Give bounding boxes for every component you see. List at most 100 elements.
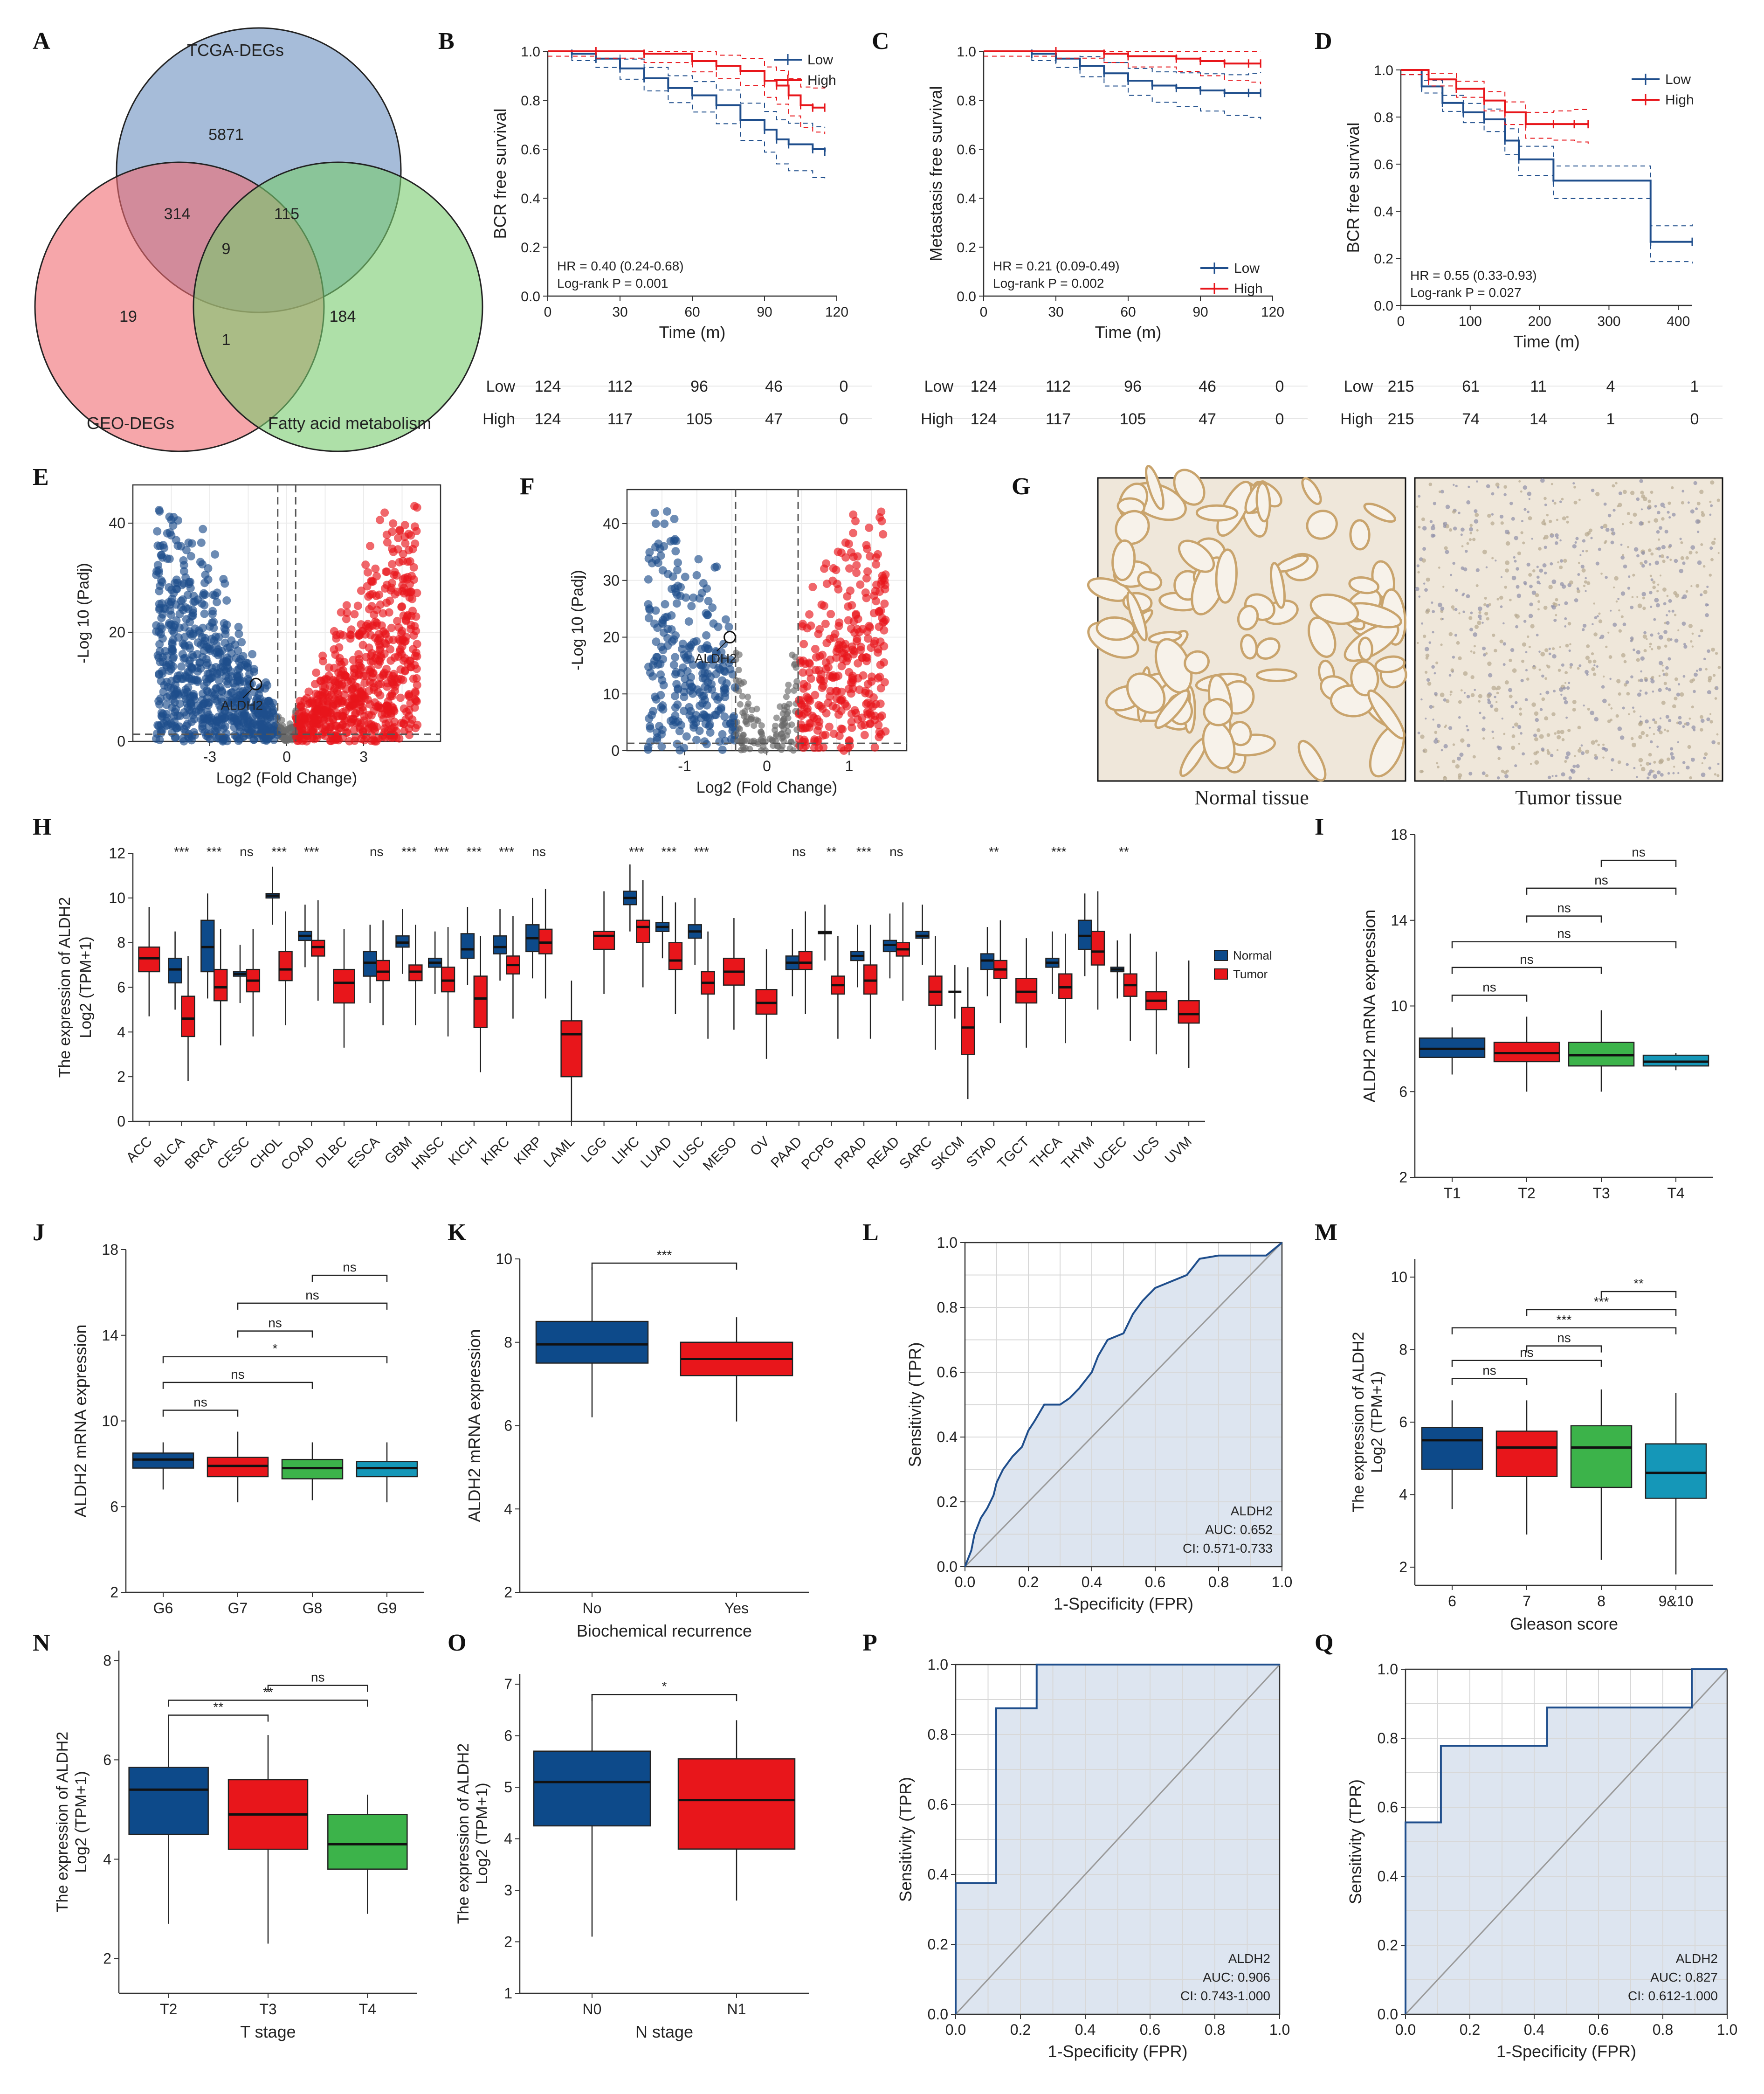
cell-nucleus: [1661, 669, 1664, 672]
cell-nucleus: [1620, 615, 1624, 618]
volcano-point: [407, 624, 415, 633]
legend-label: Tumor: [1233, 967, 1268, 981]
cell-nucleus: [1619, 735, 1625, 740]
cell-nucleus: [1656, 746, 1659, 748]
cell-nucleus: [1564, 682, 1566, 684]
km-curve-high: [1401, 69, 1588, 125]
cell-nucleus: [1622, 523, 1624, 525]
pvalue-text: Log-rank P = 0.001: [557, 276, 668, 290]
volcano-point: [773, 714, 780, 721]
box-tumor: [181, 995, 195, 1037]
sig-label: ns: [370, 844, 384, 859]
cell-nucleus: [1417, 732, 1420, 734]
cell-nucleus: [1563, 559, 1567, 563]
roc-diagonal: [955, 1664, 1281, 2015]
volcano-point: [829, 673, 838, 682]
volcano-point: [229, 696, 238, 705]
volcano-point: [703, 610, 712, 619]
volcano-point: [400, 532, 409, 541]
panel-label-C: C: [872, 28, 889, 55]
cell-nucleus: [1544, 503, 1547, 506]
cell-nucleus: [1585, 590, 1587, 592]
volcano-point: [689, 593, 698, 602]
cell-nucleus: [1641, 592, 1646, 597]
cell-nucleus: [1502, 663, 1506, 666]
roc-legend-text: CI: 0.612-1.000: [1628, 1989, 1718, 2003]
y-tick-label: 0.2: [521, 240, 540, 256]
cell-nucleus: [1716, 498, 1720, 502]
cell-nucleus: [1614, 576, 1619, 581]
sig-label: ***: [657, 1248, 672, 1262]
volcano-point: [153, 541, 162, 550]
cell-nucleus: [1565, 643, 1569, 648]
y-tick-label: 4: [117, 1023, 125, 1040]
venn-count: 5871: [208, 126, 244, 144]
cell-nucleus: [1520, 732, 1523, 735]
cell-nucleus: [1505, 541, 1510, 546]
volcano-point: [876, 699, 885, 708]
volcano-point: [193, 676, 202, 685]
cell-nucleus: [1568, 681, 1571, 684]
volcano-point: [376, 600, 385, 609]
cell-nucleus: [1639, 678, 1643, 683]
gland-structure: [1096, 616, 1136, 641]
cell-nucleus: [1540, 478, 1545, 483]
y-tick-label: 0.8: [1378, 1730, 1398, 1747]
cell-nucleus: [1550, 753, 1554, 757]
cell-nucleus: [1584, 580, 1587, 584]
volcano-point: [207, 713, 216, 722]
cell-nucleus: [1514, 560, 1517, 563]
cell-nucleus: [1558, 603, 1560, 606]
sig-bracket: [162, 1356, 388, 1363]
volcano-point: [212, 684, 220, 692]
cell-nucleus: [1690, 545, 1695, 550]
cell-nucleus: [1657, 645, 1661, 650]
cell-nucleus: [1654, 598, 1659, 603]
box-tumor: [333, 968, 355, 1004]
cell-nucleus: [1691, 705, 1694, 709]
volcano-point: [390, 567, 399, 576]
volcano-point: [650, 508, 659, 517]
sig-bracket: [168, 1700, 368, 1707]
volcano-point: [325, 717, 334, 726]
cell-nucleus: [1572, 544, 1577, 549]
cell-nucleus: [1687, 745, 1691, 749]
volcano-point: [861, 653, 870, 662]
cell-nucleus: [1598, 612, 1601, 615]
volcano-point: [876, 684, 885, 693]
volcano-point: [178, 650, 187, 659]
volcano-point: [401, 715, 410, 724]
cell-nucleus: [1502, 642, 1507, 646]
cell-nucleus: [1452, 743, 1455, 746]
cell-nucleus: [1627, 587, 1631, 590]
y-tick-label: 6: [1399, 1414, 1407, 1431]
volcano-point: [698, 699, 707, 708]
x-axis-title: N stage: [635, 2022, 693, 2041]
cell-nucleus: [1630, 639, 1633, 643]
volcano-point: [805, 610, 814, 619]
volcano-point: [342, 728, 351, 737]
cell-nucleus: [1671, 486, 1674, 490]
x-tick-label: T3: [1592, 1185, 1610, 1202]
cell-nucleus: [1482, 737, 1485, 740]
cell-nucleus: [1481, 727, 1486, 732]
volcano-point: [863, 680, 872, 689]
cell-nucleus: [1561, 663, 1564, 667]
cell-nucleus: [1653, 733, 1655, 735]
volcano-point: [174, 633, 183, 642]
volcano-point: [674, 685, 682, 694]
volcano-point: [177, 662, 186, 671]
volcano-point: [721, 615, 730, 624]
volcano-point: [863, 698, 872, 707]
box-tumor: [636, 919, 650, 943]
y-tick-label: 0: [117, 733, 125, 750]
cell-nucleus: [1559, 565, 1563, 569]
legend-label: High: [807, 73, 836, 88]
cell-nucleus: [1703, 756, 1706, 760]
cell-nucleus: [1593, 632, 1598, 636]
volcano-point: [390, 653, 399, 662]
cell-nucleus: [1487, 661, 1492, 666]
cell-nucleus: [1587, 707, 1590, 711]
cell-nucleus: [1711, 740, 1716, 745]
cell-nucleus: [1458, 716, 1461, 719]
